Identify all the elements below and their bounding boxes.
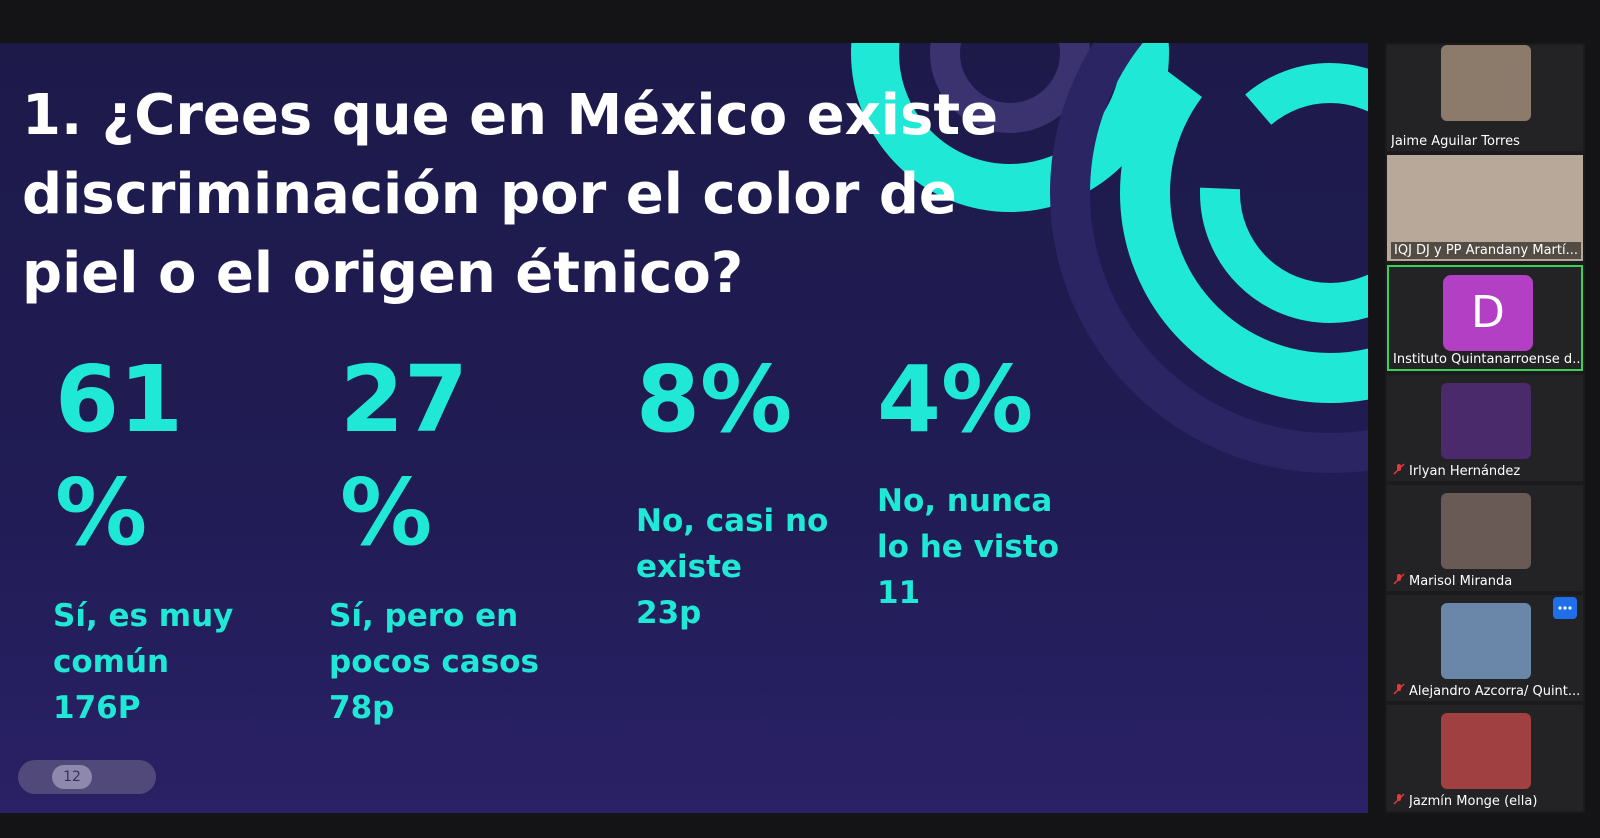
- stat-label: Sí, es muy: [53, 598, 234, 634]
- stat-label: No, casi no: [636, 503, 829, 539]
- stat-label: 176P: [53, 690, 141, 726]
- stat-value: 27 %: [340, 346, 469, 566]
- participant-name: Instituto Quintanarroense d...: [1393, 352, 1581, 367]
- participant-tile[interactable]: Jaime Aguilar Torres: [1387, 45, 1583, 151]
- muted-icon: [1393, 573, 1405, 585]
- video-thumbnail: [1441, 383, 1531, 459]
- participant-tile[interactable]: Irlyan Hernández: [1387, 375, 1583, 481]
- muted-icon: [1393, 683, 1405, 695]
- stat-value: 8%: [636, 346, 793, 453]
- participant-tile[interactable]: Marisol Miranda: [1387, 485, 1583, 591]
- video-thumbnail: [1441, 45, 1531, 121]
- participant-tile[interactable]: Jazmín Monge (ella): [1387, 705, 1583, 811]
- muted-icon: [1393, 463, 1405, 475]
- more-button[interactable]: [1553, 597, 1577, 619]
- stat-label: No, nunca: [877, 483, 1053, 519]
- participant-name: Irlyan Hernández: [1409, 464, 1521, 479]
- arc: [851, 43, 1169, 212]
- participant-name: Alejandro Azcorra/ Quint...: [1409, 684, 1581, 699]
- page-number: 12: [52, 765, 92, 789]
- arc: [930, 43, 1090, 133]
- video-thumbnail: [1441, 603, 1531, 679]
- avatar: D: [1443, 275, 1533, 351]
- arc: [1200, 63, 1368, 323]
- video-thumbnail: [1441, 713, 1531, 789]
- participant-name: IQJ DJ y PP Arandany Martí...: [1391, 242, 1582, 259]
- stat-label: existe: [636, 549, 742, 585]
- stat-value: 61 %: [55, 346, 184, 566]
- title-line: piel o el origen étnico?: [22, 241, 744, 306]
- title-line: 1. ¿Crees que en México existe: [22, 83, 999, 148]
- arc: [1120, 43, 1368, 403]
- stat-label: 23p: [636, 595, 702, 631]
- participant-tile[interactable]: Alejandro Azcorra/ Quint...: [1387, 595, 1583, 701]
- video-thumbnail: [1441, 493, 1531, 569]
- arc: [1050, 43, 1368, 473]
- stat-label: Sí, pero en: [329, 598, 519, 634]
- participants-panel: Jaime Aguilar Torres IQJ DJ y PP Arandany…: [1385, 43, 1585, 813]
- stat-label: 78p: [329, 690, 395, 726]
- stat-value: 4%: [877, 346, 1034, 453]
- slide-decoration: [851, 43, 1368, 473]
- participant-name: Jaime Aguilar Torres: [1391, 134, 1520, 149]
- more-icon: [1558, 606, 1572, 610]
- stat-label: pocos casos: [329, 644, 539, 680]
- stat-label: lo he visto: [877, 529, 1060, 565]
- participant-tile[interactable]: D Instituto Quintanarroense d...: [1387, 265, 1583, 371]
- participant-name: Jazmín Monge (ella): [1409, 794, 1538, 809]
- presentation-slide: 1. ¿Crees que en México existe discrimina…: [0, 43, 1368, 813]
- participant-tile[interactable]: IQJ DJ y PP Arandany Martí...: [1387, 155, 1583, 261]
- slide-pager[interactable]: 12: [18, 760, 156, 794]
- title-line: discriminación por el color de: [22, 162, 957, 227]
- stat-label: 11: [877, 575, 921, 611]
- stat-label: común: [53, 644, 170, 680]
- muted-icon: [1393, 793, 1405, 805]
- participant-name: Marisol Miranda: [1409, 574, 1513, 589]
